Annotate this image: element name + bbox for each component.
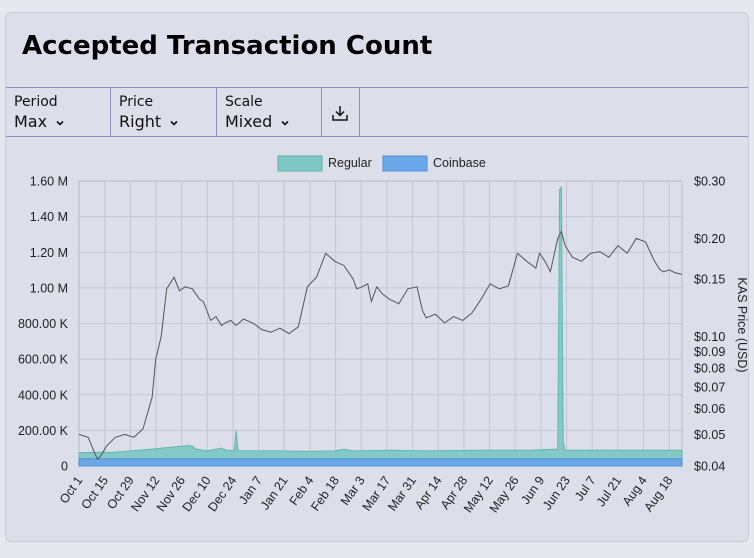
legend-label-coinbase: Coinbase [433,156,486,170]
y-right-tick-label: $0.07 [694,380,725,394]
chevron-down-icon [56,120,64,126]
y-right-tick-label: $0.10 [694,330,725,344]
grid [78,180,683,467]
legend: Regular Coinbase [277,155,486,172]
scale-label: Scale [225,94,263,110]
download-button[interactable] [321,88,360,137]
y-left-tick-label: 1.00 M [30,281,68,295]
period-dropdown[interactable]: Period Max [6,88,111,137]
price-dropdown[interactable]: Price Right [111,88,217,137]
scale-value: Mixed [225,112,273,131]
x-tick-label: Jan 21 [258,474,291,513]
x-tick-label: Jul 21 [594,474,625,509]
area-regular [78,186,683,467]
y-left-tick-label: 800.00 K [18,317,69,331]
y-left-tick-label: 600.00 K [18,353,69,367]
area-coinbase [78,458,683,467]
y-left-tick-label: 400.00 K [18,388,69,402]
y-right-tick-label: $0.08 [694,361,725,375]
y-right-tick-label: $0.09 [694,345,725,359]
y-right-tick-label: $0.05 [694,428,725,442]
download-icon [332,105,348,121]
y-left-tick-label: 1.40 M [30,210,68,224]
price-value: Right [119,112,162,131]
legend-swatch-coinbase [382,155,428,172]
period-value: Max [14,112,48,131]
page-title: Accepted Transaction Count [22,31,433,61]
line-kas-price [78,230,683,460]
y-left-tick-label: 1.20 M [30,246,68,260]
legend-item-regular[interactable]: Regular [277,155,372,172]
legend-label-regular: Regular [328,156,372,170]
x-tick-label: Jun 23 [540,474,573,513]
legend-item-coinbase[interactable]: Coinbase [382,155,486,172]
scale-dropdown[interactable]: Scale Mixed [217,88,322,137]
chevron-down-icon [170,120,178,126]
right-axis-label: KAS Price (USD) [735,277,749,372]
legend-swatch-regular [277,155,323,172]
price-label: Price [119,94,154,110]
y-left-tick-label: 1.60 M [30,175,68,189]
chevron-down-icon [281,120,289,126]
series-areas [78,186,683,467]
y-right-tick-label: $0.30 [694,175,725,189]
y-left-tick-label: 0 [61,460,68,474]
chart-toolbar: Period Max Price Right Scale Mixed [6,87,748,137]
y-left-tick-label: 200.00 K [18,424,69,438]
price-series [78,230,683,460]
y-right-tick-label: $0.20 [694,232,725,246]
y-right-tick-label: $0.04 [694,460,725,474]
period-label: Period [14,94,58,110]
y-right-tick-label: $0.06 [694,402,725,416]
y-right-tick-label: $0.15 [694,273,725,287]
